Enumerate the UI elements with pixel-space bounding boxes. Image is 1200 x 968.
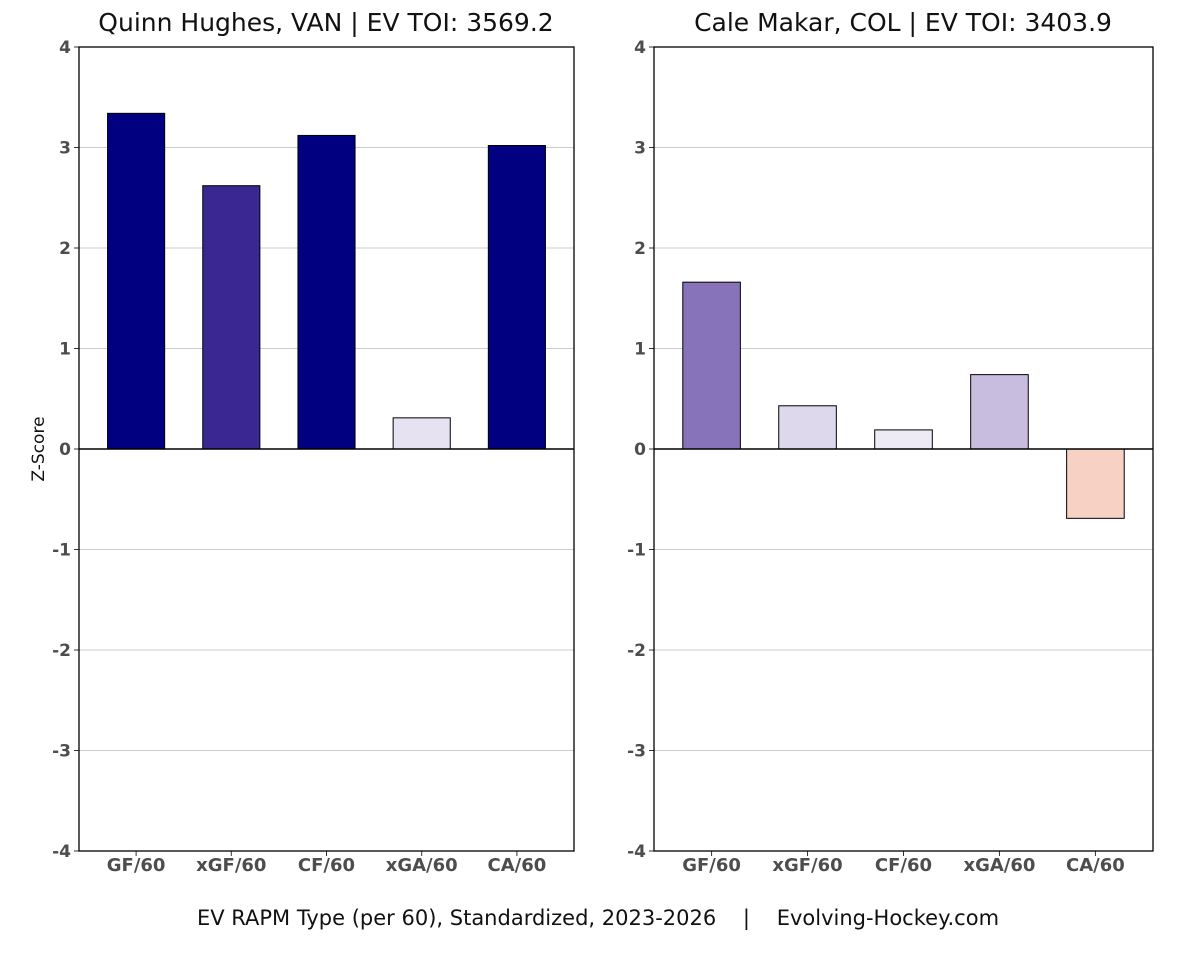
figure-caption: EV RAPM Type (per 60), Standardized, 202… xyxy=(197,906,999,931)
y-tick-label: 3 xyxy=(634,139,646,159)
panel-title: Cale Makar, COL | EV TOI: 3403.9 xyxy=(694,8,1112,37)
y-tick-label: -3 xyxy=(627,742,646,762)
panel-quinn-hughes: Quinn Hughes, VAN | EV TOI: 3569.2 4 3 2 1 0 -… xyxy=(29,8,575,876)
y-axis-label: Z-Score xyxy=(29,416,49,481)
y-tick-label: 1 xyxy=(59,340,71,360)
y-tick-label: 2 xyxy=(634,239,646,259)
x-tick-label: GF/60 xyxy=(107,855,166,876)
x-tick-label: xGF/60 xyxy=(772,855,842,876)
plot-frame xyxy=(78,46,575,852)
y-tick-label: -2 xyxy=(627,641,646,661)
y-tick-label: -1 xyxy=(52,541,71,561)
bar-xgf-per-60 xyxy=(202,185,261,450)
x-tick-label: xGF/60 xyxy=(196,855,266,876)
y-tick-label: 0 xyxy=(59,440,71,460)
bar-cf-per-60 xyxy=(297,134,356,450)
y-tick-label: 3 xyxy=(59,139,71,159)
bar-xga-per-60 xyxy=(970,374,1029,450)
bar-xgf-per-60 xyxy=(778,405,837,450)
y-tick-label: 2 xyxy=(59,239,71,259)
y-tick-label: 4 xyxy=(634,38,646,58)
x-tick-label: xGA/60 xyxy=(963,855,1035,876)
bar-ca-per-60 xyxy=(487,144,546,450)
y-tick-label: 1 xyxy=(634,340,646,360)
x-tick-label: GF/60 xyxy=(682,855,741,876)
bar-gf-per-60 xyxy=(107,112,166,450)
bar-ca-per-60 xyxy=(1066,448,1125,519)
y-tick-label: -2 xyxy=(52,641,71,661)
y-tick-label: -1 xyxy=(627,541,646,561)
x-tick-label: CF/60 xyxy=(298,855,355,876)
panel-cale-makar: Cale Makar, COL | EV TOI: 3403.9 4 3 2 1 0 -1 -… xyxy=(627,8,1154,876)
y-tick-label: 4 xyxy=(59,38,71,58)
panel-title: Quinn Hughes, VAN | EV TOI: 3569.2 xyxy=(98,8,553,37)
plot-frame xyxy=(653,46,1154,852)
x-tick-label: CA/60 xyxy=(1066,855,1125,876)
x-tick-label: CA/60 xyxy=(488,855,547,876)
x-tick-label: CF/60 xyxy=(875,855,932,876)
bar-xga-per-60 xyxy=(392,417,451,450)
y-tick-label: -3 xyxy=(52,742,71,762)
y-tick-label: -4 xyxy=(52,842,71,862)
bar-cf-per-60 xyxy=(874,429,933,450)
bar-gf-per-60 xyxy=(682,281,741,450)
y-tick-label: 0 xyxy=(634,440,646,460)
x-tick-label: xGA/60 xyxy=(386,855,458,876)
y-tick-label: -4 xyxy=(627,842,646,862)
